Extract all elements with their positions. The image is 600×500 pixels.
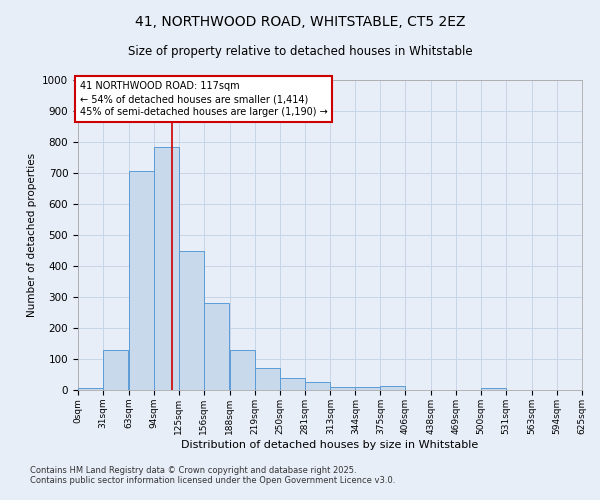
Bar (103, 350, 128, 390)
Text: 41, NORTHWOOD ROAD, WHITSTABLE, CT5 2EZ: 41, NORTHWOOD ROAD, WHITSTABLE, CT5 2EZ (135, 15, 465, 29)
Bar (280, 378, 305, 390)
Bar (129, 172, 154, 390)
Bar (230, 350, 254, 390)
Bar (380, 386, 406, 390)
Text: Contains HM Land Registry data © Crown copyright and database right 2025.
Contai: Contains HM Land Registry data © Crown c… (30, 466, 395, 485)
Y-axis label: Number of detached properties: Number of detached properties (26, 153, 37, 317)
Bar (179, 250, 204, 390)
Bar (204, 303, 229, 390)
Bar (254, 368, 280, 390)
Text: Size of property relative to detached houses in Whitstable: Size of property relative to detached ho… (128, 45, 472, 58)
Bar (305, 382, 329, 390)
Bar (331, 387, 355, 390)
Bar (78, 388, 103, 390)
Bar (481, 388, 506, 390)
Bar (355, 387, 380, 390)
Bar (154, 146, 179, 390)
Text: 41 NORTHWOOD ROAD: 117sqm
← 54% of detached houses are smaller (1,414)
45% of se: 41 NORTHWOOD ROAD: 117sqm ← 54% of detac… (80, 81, 328, 118)
X-axis label: Distribution of detached houses by size in Whitstable: Distribution of detached houses by size … (181, 440, 479, 450)
